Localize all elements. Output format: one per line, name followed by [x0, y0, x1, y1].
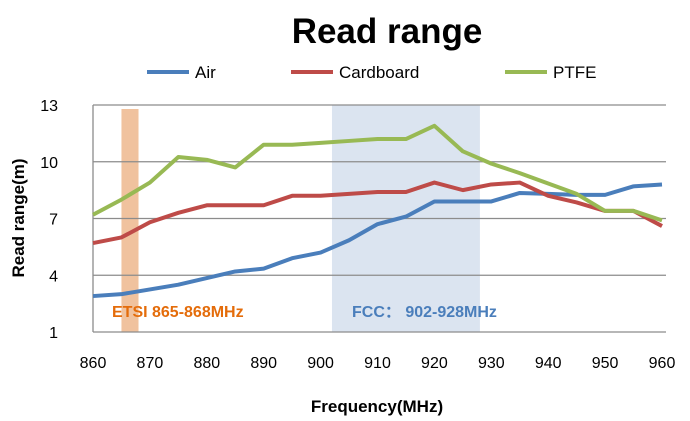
band-label: FCC： 902-928MHz — [352, 304, 497, 321]
x-tick-label: 880 — [193, 355, 220, 372]
x-tick-label: 870 — [137, 355, 164, 372]
band-0 — [121, 109, 139, 332]
x-tick-label: 930 — [478, 355, 505, 372]
y-tick-label: 10 — [40, 155, 58, 172]
y-tick-label: 7 — [49, 212, 58, 229]
y-axis-label: Read range(m) — [9, 158, 28, 277]
y-tick-label: 13 — [40, 98, 58, 115]
x-tick-label: 860 — [80, 355, 107, 372]
x-tick-label: 940 — [535, 355, 562, 372]
x-tick-label: 900 — [307, 355, 334, 372]
x-tick-label: 960 — [649, 355, 676, 372]
x-tick-label: 950 — [592, 355, 619, 372]
legend-label: Cardboard — [339, 63, 419, 82]
band-label: ETSI 865-868MHz — [112, 304, 244, 321]
y-tick-label: 4 — [49, 268, 58, 285]
x-tick-label: 890 — [250, 355, 277, 372]
x-tick-label: 910 — [364, 355, 391, 372]
legend-label: Air — [195, 63, 216, 82]
chart-title: Read range — [292, 12, 483, 51]
y-tick-label: 1 — [49, 325, 58, 342]
legend-label: PTFE — [553, 63, 596, 82]
x-axis-label: Frequency(MHz) — [311, 397, 443, 416]
x-tick-label: 920 — [421, 355, 448, 372]
